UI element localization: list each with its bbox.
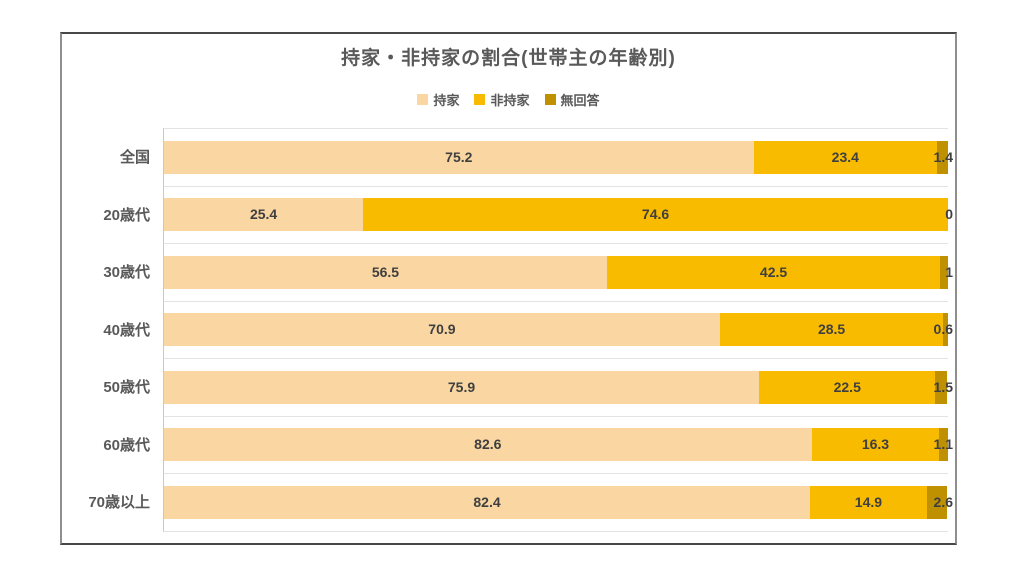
- value-label-owned: 75.2: [445, 148, 473, 165]
- stacked-bar: 75.2 23.4: [164, 140, 948, 174]
- stacked-bar: 56.5 42.5: [164, 255, 948, 289]
- chart-title: 持家・非持家の割合(世帯主の年齢別): [341, 48, 676, 69]
- legend-owned-swatch: [417, 93, 429, 105]
- bar-segment-noanswer: [943, 313, 948, 346]
- bar-row: 75.9 22.5 1.5: [163, 358, 953, 416]
- legend-item-rented: 非持家: [474, 90, 530, 109]
- value-label-owned: 25.4: [249, 206, 278, 222]
- bar-segment-rented: 22.5: [759, 370, 936, 404]
- bar-segment-noanswer: [939, 428, 948, 461]
- bar-segment-owned: 25.4: [164, 198, 364, 231]
- bar-segment-noanswer: [940, 255, 948, 289]
- value-label-noanswer: 1.1: [933, 436, 953, 452]
- stacked-bar: 82.4 14.9: [164, 485, 948, 519]
- value-label-noanswer: 1.5: [933, 378, 953, 395]
- plot-grid: 全国 75.2 23.4 1.4 20歳代 25.4 74.6 0 30歳代: [62, 128, 953, 532]
- bar-segment-owned: 82.6: [164, 428, 812, 461]
- category-label: 70歳以上: [88, 494, 150, 512]
- bar-segment-rented: 23.4: [753, 140, 938, 174]
- bar-segment-rented: 28.5: [719, 313, 944, 346]
- value-label-noanswer: 0.6: [933, 321, 953, 337]
- category-label: 50歳代: [103, 379, 150, 397]
- legend-item-noanswer: 無回答: [544, 90, 600, 109]
- value-label-rented: 23.4: [831, 148, 859, 165]
- bar-segment-rented: 74.6: [363, 198, 948, 231]
- stacked-bar: 70.9 28.5: [164, 313, 948, 346]
- value-label-noanswer: 0: [945, 206, 953, 222]
- legend-owned-label: 持家: [433, 92, 460, 108]
- stacked-bar: 82.6 16.3: [164, 428, 948, 461]
- value-label-rented: 42.5: [759, 263, 788, 280]
- bar-segment-owned: 75.9: [164, 370, 760, 404]
- bar-row: 82.4 14.9 2.6: [163, 473, 953, 531]
- bar-segment-owned: 56.5: [164, 255, 607, 289]
- value-label-owned: 56.5: [371, 263, 400, 280]
- value-label-owned: 70.9: [428, 321, 456, 337]
- bar-row: 70.9 28.5 0.6: [163, 300, 953, 358]
- value-label-noanswer: 2.6: [933, 493, 953, 510]
- value-label-noanswer: 1: [945, 263, 953, 280]
- value-label-rented: 16.3: [861, 436, 890, 452]
- stacked-bar: 75.9 22.5: [164, 370, 948, 404]
- bar-row: 75.2 23.4 1.4: [163, 128, 953, 186]
- bar-segment-rented: 16.3: [811, 428, 940, 461]
- bar-segment-rented: 14.9: [810, 485, 927, 519]
- value-label-rented: 14.9: [854, 493, 883, 510]
- chart-card: 持家・非持家の割合(世帯主の年齢別) 持家 非持家 無回答 全国 75.2 23…: [60, 32, 957, 545]
- bar-segment-noanswer: [935, 370, 948, 404]
- legend-rented-swatch: [474, 93, 486, 105]
- legend-rented-label: 非持家: [490, 92, 530, 108]
- legend-noanswer-label: 無回答: [560, 92, 600, 108]
- value-label-owned: 82.6: [474, 436, 502, 452]
- value-label-owned: 82.4: [473, 493, 501, 510]
- bar-segment-owned: 75.2: [164, 140, 754, 174]
- category-label: 20歳代: [103, 206, 150, 224]
- value-label-rented: 22.5: [833, 378, 861, 395]
- bar-row: 82.6 16.3 1.1: [163, 415, 953, 473]
- value-label-rented: 28.5: [817, 321, 846, 337]
- category-label: 40歳代: [103, 321, 150, 339]
- category-label: 60歳代: [103, 436, 150, 454]
- category-label: 30歳代: [103, 264, 150, 282]
- bar-row: 25.4 74.6 0: [163, 185, 953, 243]
- bar-row: 56.5 42.5 1: [163, 243, 953, 301]
- bar-segment-rented: 42.5: [606, 255, 941, 289]
- legend-item-owned: 持家: [417, 90, 459, 109]
- bar-segment-noanswer: [937, 140, 948, 174]
- category-label: 全国: [119, 149, 150, 167]
- bar-segment-noanswer: [926, 485, 948, 519]
- bar-segment-owned: 70.9: [164, 313, 720, 346]
- value-label-rented: 74.6: [641, 206, 670, 222]
- value-label-noanswer: 1.4: [933, 148, 953, 165]
- stacked-bar: 25.4 74.6: [164, 198, 948, 231]
- chart-legend: 持家 非持家 無回答: [62, 90, 955, 109]
- plot-bottom-line: [163, 530, 948, 532]
- bar-segment-owned: 82.4: [164, 485, 811, 519]
- legend-noanswer-swatch: [544, 93, 556, 105]
- value-label-owned: 75.9: [447, 378, 476, 395]
